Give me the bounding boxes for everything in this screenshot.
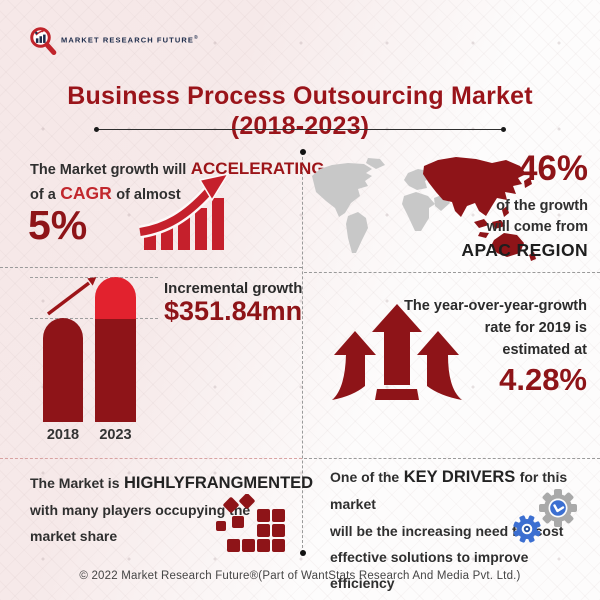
- title-line2: (2018-2023): [230, 111, 370, 140]
- registered-mark: ®: [193, 35, 198, 42]
- section-yoy-text: The year-over-year-growth rate for 2019 …: [404, 295, 587, 361]
- bar-2018: [43, 318, 83, 422]
- divider-dot-bottom: [300, 550, 306, 556]
- divider-dot-top: [300, 149, 306, 155]
- cagr-mid2: of almost: [116, 187, 181, 203]
- brand-logo: MARKET RESEARCH FUTURE®: [28, 24, 198, 56]
- section-cagr-text: The Market growth will ACCELERATING of a…: [30, 157, 325, 207]
- yoy-value: 4.28%: [499, 362, 587, 397]
- drivers-tail: for this market: [330, 469, 568, 512]
- divider-h1-right: [304, 272, 600, 273]
- drivers-line2: will be the increasing need for cost: [330, 523, 564, 539]
- fragmented-line3: market share: [30, 528, 118, 544]
- gears-with-clock-icon: [513, 489, 577, 543]
- page-title: Business Process Outsourcing Market (201…: [0, 81, 600, 141]
- section-apac-text: 46% of the growth will come from APAC RE…: [461, 150, 588, 262]
- cagr-mid1: of a: [30, 187, 56, 203]
- world-map-apac-highlighted: [312, 157, 536, 261]
- magnifier-bar-chart-icon: [30, 27, 57, 55]
- divider-h2-right: [304, 458, 600, 459]
- bar-2023: [95, 277, 136, 422]
- growth-arrow-icon: [46, 277, 97, 316]
- bar-2023-growth-cap: [95, 277, 136, 319]
- cagr-value: 5%: [28, 202, 88, 248]
- cagr-highlight-cagr: CAGR: [60, 183, 112, 203]
- bar-2023-base: [95, 319, 136, 422]
- yoy-line3: estimated at: [502, 342, 587, 358]
- three-up-block-arrows-icon: [332, 304, 462, 400]
- divider-h2-left: [0, 458, 302, 459]
- vertical-divider: [302, 152, 303, 553]
- incremental-growth-label: Incremental growth: [164, 280, 303, 297]
- bar-label-2018: 2018: [46, 427, 80, 443]
- divider-h1-left: [0, 267, 302, 268]
- drivers-lead: One of the: [330, 469, 400, 485]
- underline-dot-left: [94, 126, 99, 132]
- cagr-highlight-accelerating: ACCELERATING: [190, 159, 325, 178]
- apac-line1: of the growth: [496, 198, 588, 214]
- underline-dot-right: [501, 126, 506, 132]
- drivers-line3: effective solutions to improve: [330, 549, 529, 565]
- incremental-growth-value: $351.84mn: [164, 296, 303, 326]
- drivers-line4: efficiency: [330, 575, 395, 591]
- fragmented-line2: with many players occupying the: [30, 502, 251, 518]
- rising-bars-swoosh-arrow-icon: [138, 172, 230, 250]
- fragmented-highlight: HIGHLYFRANGMENTED: [123, 474, 314, 492]
- yoy-line1: The year-over-year-growth: [404, 298, 587, 314]
- apac-region-label: APAC REGION: [461, 240, 588, 260]
- section-fragmented-text: The Market is HIGHLYFRANGMENTED with man…: [30, 470, 313, 549]
- title-underline: [94, 126, 506, 132]
- apac-line2: will come from: [486, 219, 588, 235]
- yoy-line2: rate for 2019 is: [484, 320, 587, 336]
- section-drivers-text: One of the KEY DRIVERS for this market w…: [330, 464, 600, 596]
- bar-guide-line-2018: [30, 318, 158, 319]
- copyright-footer: © 2022 Market Research Future®(Part of W…: [79, 570, 521, 582]
- title-line1: Business Process Outsourcing Market: [67, 81, 533, 110]
- apac-value: 46%: [517, 149, 588, 188]
- brand-name: MARKET RESEARCH FUTURE®: [61, 35, 198, 45]
- fragmented-lead: The Market is: [30, 475, 120, 491]
- bar-label-2023: 2023: [99, 427, 132, 443]
- drivers-highlight: KEY DRIVERS: [403, 468, 516, 486]
- cagr-lead: The Market growth will: [30, 162, 187, 178]
- scattered-squares-icon: [216, 494, 285, 552]
